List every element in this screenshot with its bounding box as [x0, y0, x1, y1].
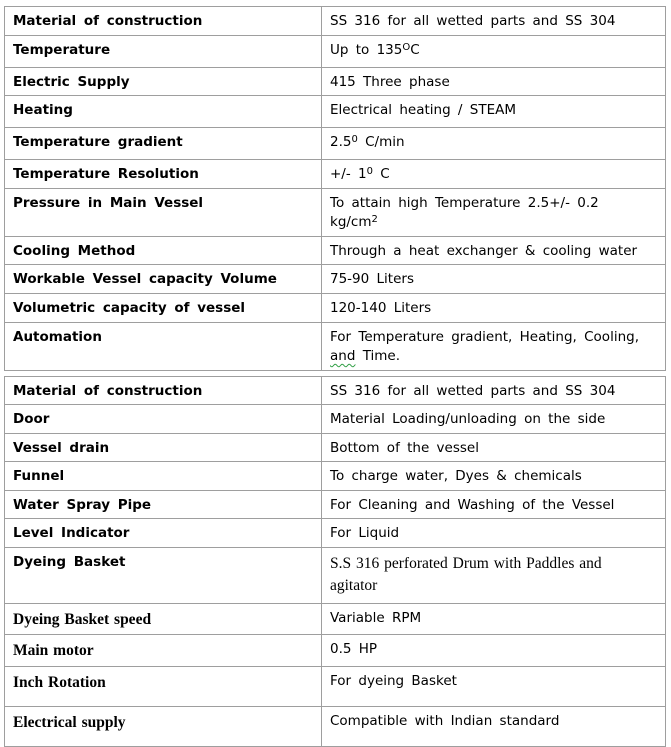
table-row: Heating Electrical heating / STEAM — [4, 95, 666, 129]
table-row: Water Spray Pipe For Cleaning and Washing… — [4, 489, 666, 520]
table-row: Temperature Up to 135OC — [4, 34, 666, 68]
spec-label-cell: Main motor — [4, 634, 322, 667]
table-row: Dyeing Basket S.S 316 perforated Drum wit… — [4, 547, 666, 604]
table-row: Main motor 0.5 HP — [4, 634, 666, 667]
construction-spec-table: Material of construction SS 316 for all w… — [4, 375, 666, 747]
spec-value-cell: Compatible with Indian standard — [321, 705, 666, 747]
process-spec-table: Material of construction SS 316 for all w… — [4, 6, 666, 371]
spec-value-cell: For Temperature gradient, Heating, Cooli… — [321, 321, 666, 371]
spec-value-cell: For Cleaning and Washing of the Vessel — [321, 489, 666, 520]
spec-value-cell: For dyeing Basket — [321, 665, 666, 707]
spec-value-cell: S.S 316 perforated Drum with Paddles and… — [321, 547, 666, 604]
spec-label-cell: Material of construction — [4, 375, 322, 406]
spec-label-cell: Level Indicator — [4, 518, 322, 548]
table-row: Material of construction SS 316 for all w… — [4, 6, 666, 36]
spec-value-cell: SS 316 for all wetted parts and SS 304 — [321, 375, 666, 406]
grammar-squiggle-word: and — [330, 348, 356, 365]
spec-label-cell: Water Spray Pipe — [4, 489, 322, 520]
spec-value-cell: To charge water, Dyes & chemicals — [321, 461, 666, 491]
table-row: Volumetric capacity of vessel 120-140 Lit… — [4, 292, 666, 323]
table-row: Door Material Loading/unloading on the si… — [4, 404, 666, 434]
spec-value-cell: 0.5 HP — [321, 634, 666, 667]
spec-label-cell: Cooling Method — [4, 235, 322, 266]
spec-label-cell: Electric Supply — [4, 66, 322, 97]
spec-label-cell: Automation — [4, 321, 322, 371]
spec-value-cell: Up to 135OC — [321, 34, 666, 68]
spec-value-cell: 75-90 Liters — [321, 264, 666, 294]
table-row: Vessel drain Bottom of the vessel — [4, 432, 666, 463]
spec-label-cell: Workable Vessel capacity Volume — [4, 264, 322, 294]
spec-value-cell: +/- 10 C — [321, 159, 666, 189]
spec-value-cell: Electrical heating / STEAM — [321, 95, 666, 129]
spec-value-cell: Variable RPM — [321, 602, 666, 636]
spec-label-cell: Door — [4, 404, 322, 434]
spec-label-cell: Dyeing Basket speed — [4, 602, 322, 636]
spec-value-cell: For Liquid — [321, 518, 666, 548]
spec-label-cell: Heating — [4, 95, 322, 129]
spec-label-cell: Vessel drain — [4, 432, 322, 463]
table-row: Workable Vessel capacity Volume 75-90 Lit… — [4, 264, 666, 294]
spec-label-cell: Material of construction — [4, 6, 322, 36]
table-row: Automation For Temperature gradient, Heat… — [4, 321, 666, 371]
spec-value-cell: 415 Three phase — [321, 66, 666, 97]
table-row: Funnel To charge water, Dyes & chemicals — [4, 461, 666, 491]
spec-label-cell: Electrical supply — [4, 705, 322, 747]
spec-label-cell: Dyeing Basket — [4, 547, 322, 604]
spec-value-cell: Through a heat exchanger & cooling water — [321, 235, 666, 266]
spec-label-cell: Temperature gradient — [4, 127, 322, 161]
table-row: Temperature Resolution +/- 10 C — [4, 159, 666, 189]
spec-label-cell: Pressure in Main Vessel — [4, 187, 322, 237]
spec-label-cell: Funnel — [4, 461, 322, 491]
table-row: Cooling Method Through a heat exchanger &… — [4, 235, 666, 266]
spec-value-cell: 2.50 C/min — [321, 127, 666, 161]
table-row: Pressure in Main Vessel To attain high Te… — [4, 187, 666, 237]
table-row: Electric Supply 415 Three phase — [4, 66, 666, 97]
table-row: Electrical supply Compatible with Indian … — [4, 705, 666, 747]
spec-value-cell: 120-140 Liters — [321, 292, 666, 323]
spec-value-cell: Material Loading/unloading on the side — [321, 404, 666, 434]
spec-value-cell: SS 316 for all wetted parts and SS 304 — [321, 6, 666, 36]
spec-value-cell: Bottom of the vessel — [321, 432, 666, 463]
table-row: Material of construction SS 316 for all w… — [4, 375, 666, 406]
spec-label-cell: Temperature Resolution — [4, 159, 322, 189]
spec-label-cell: Temperature — [4, 34, 322, 68]
spec-label-cell: Volumetric capacity of vessel — [4, 292, 322, 323]
table-row: Inch Rotation For dyeing Basket — [4, 665, 666, 707]
table-row: Level Indicator For Liquid — [4, 518, 666, 548]
spec-value-cell: To attain high Temperature 2.5+/- 0.2 kg/… — [321, 187, 666, 237]
spec-label-cell: Inch Rotation — [4, 665, 322, 707]
table-row: Dyeing Basket speed Variable RPM — [4, 602, 666, 636]
table-row: Temperature gradient 2.50 C/min — [4, 127, 666, 161]
